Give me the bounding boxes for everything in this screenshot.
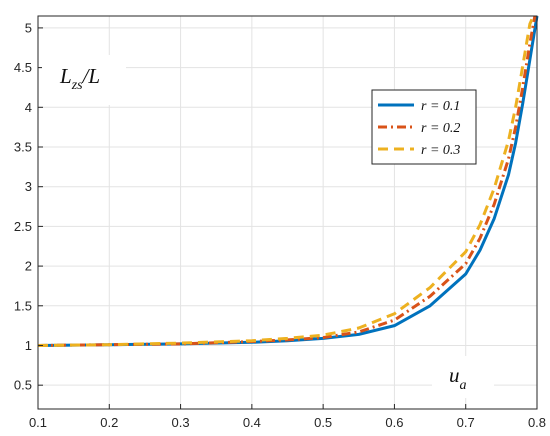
x-tick-label: 0.5 — [314, 415, 332, 430]
series-lines — [37, 15, 539, 347]
y-tick-label: 1 — [25, 338, 32, 353]
x-tick-label: 0.3 — [172, 415, 190, 430]
legend-label-3: r = 0.3 — [421, 143, 460, 158]
x-tick-label: 0.1 — [29, 415, 47, 430]
y-axis-label-tail: /L — [82, 64, 101, 88]
x-axis-label-main: u — [449, 363, 460, 387]
y-axis-label-sub: zs — [71, 78, 83, 93]
axes — [37, 15, 538, 410]
ylabel-background — [42, 55, 126, 105]
y-tick-label: 5 — [25, 20, 32, 35]
xlabel-background — [432, 356, 494, 398]
x-tick-label: 0.4 — [243, 415, 261, 430]
grid-lines — [37, 16, 538, 409]
legend-box — [371, 89, 477, 165]
y-axis-label: Lzs/L — [59, 64, 100, 93]
plot-frame — [37, 15, 538, 410]
y-tick-label: 2 — [25, 259, 32, 274]
y-tick-label: 3 — [25, 179, 32, 194]
y-tick-label: 1.5 — [14, 298, 32, 313]
y-tick-label: 4.5 — [14, 60, 32, 75]
y-tick-label: 4 — [25, 100, 32, 115]
legend: r = 0.1 r = 0.2 r = 0.3 — [371, 89, 477, 165]
y-tick-label: 0.5 — [14, 378, 32, 393]
y-axis-label-main: L — [59, 64, 72, 88]
x-axis-label-sub: a — [460, 378, 467, 393]
x-tick-label: 0.2 — [100, 415, 118, 430]
series-line-2 — [37, 15, 537, 347]
legend-label-1: r = 0.1 — [421, 99, 460, 114]
x-tick-label: 0.6 — [385, 415, 403, 430]
y-tick-label: 3.5 — [14, 140, 32, 155]
legend-label-2: r = 0.2 — [421, 121, 460, 136]
x-axis-label: ua — [449, 363, 467, 393]
x-tick-label: 0.7 — [457, 415, 475, 430]
x-tick-label: 0.8 — [528, 415, 546, 430]
series-line-3 — [37, 15, 535, 347]
tick-labels: 0.1 0.2 0.3 0.4 0.5 0.6 0.7 0.8 0.5 1 1.5 2 2.5 3 3.5 4… — [14, 20, 546, 430]
y-tick-label: 2.5 — [14, 219, 32, 234]
